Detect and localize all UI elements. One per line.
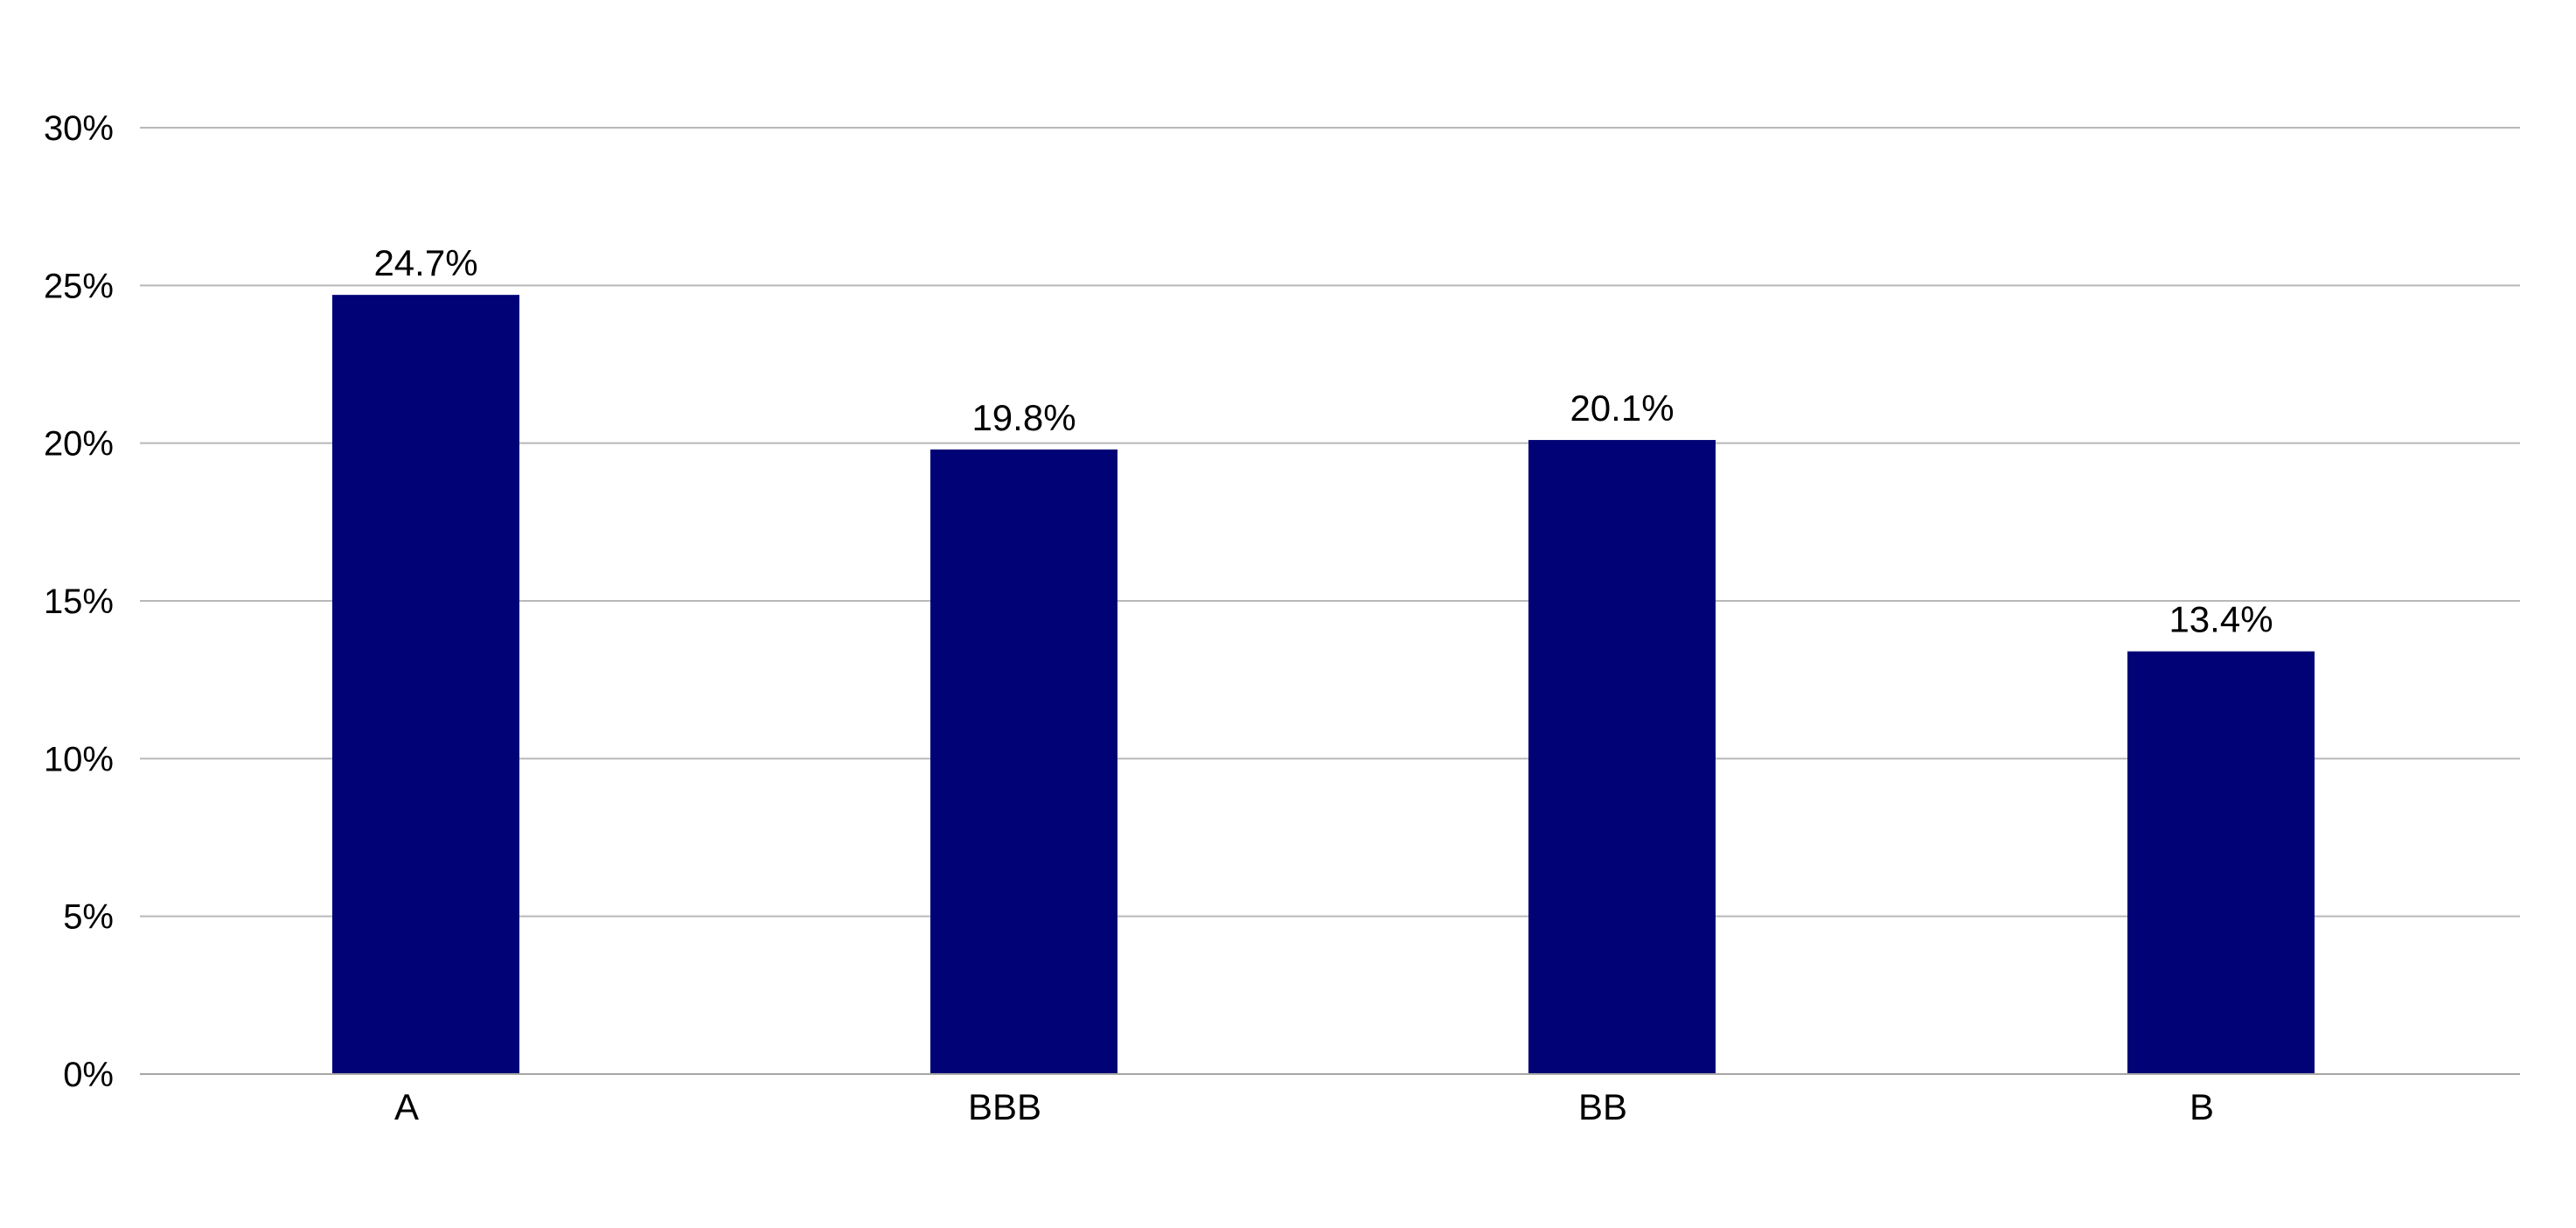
y-tick-label: 5%: [63, 898, 114, 937]
x-axis-category-labels: A BBB BB B: [394, 1086, 2214, 1127]
data-label: 19.8%: [971, 397, 1076, 438]
data-labels: 24.7% 19.8% 20.1% 13.4%: [373, 242, 2273, 640]
category-label: BBB: [968, 1086, 1041, 1127]
category-label: B: [2190, 1086, 2214, 1127]
category-label: A: [394, 1086, 419, 1127]
y-tick-label: 0%: [63, 1056, 114, 1094]
data-label: 13.4%: [2169, 599, 2273, 640]
y-axis-tick-labels: 0% 5% 10% 15% 20% 25% 30%: [44, 109, 114, 1094]
y-tick-label: 25%: [44, 267, 114, 305]
y-tick-label: 30%: [44, 109, 114, 148]
data-label: 20.1%: [1570, 387, 1674, 429]
bar-bb: [1528, 440, 1716, 1074]
bar-bbb: [930, 449, 1117, 1074]
y-tick-label: 20%: [44, 425, 114, 464]
category-label: BB: [1578, 1086, 1627, 1127]
y-tick-label: 15%: [44, 583, 114, 621]
y-tick-label: 10%: [44, 740, 114, 778]
bar-a: [332, 295, 519, 1074]
bar-b: [2127, 651, 2315, 1074]
gridlines: [140, 127, 2520, 918]
bars: [332, 295, 2315, 1074]
data-label: 24.7%: [373, 242, 477, 283]
